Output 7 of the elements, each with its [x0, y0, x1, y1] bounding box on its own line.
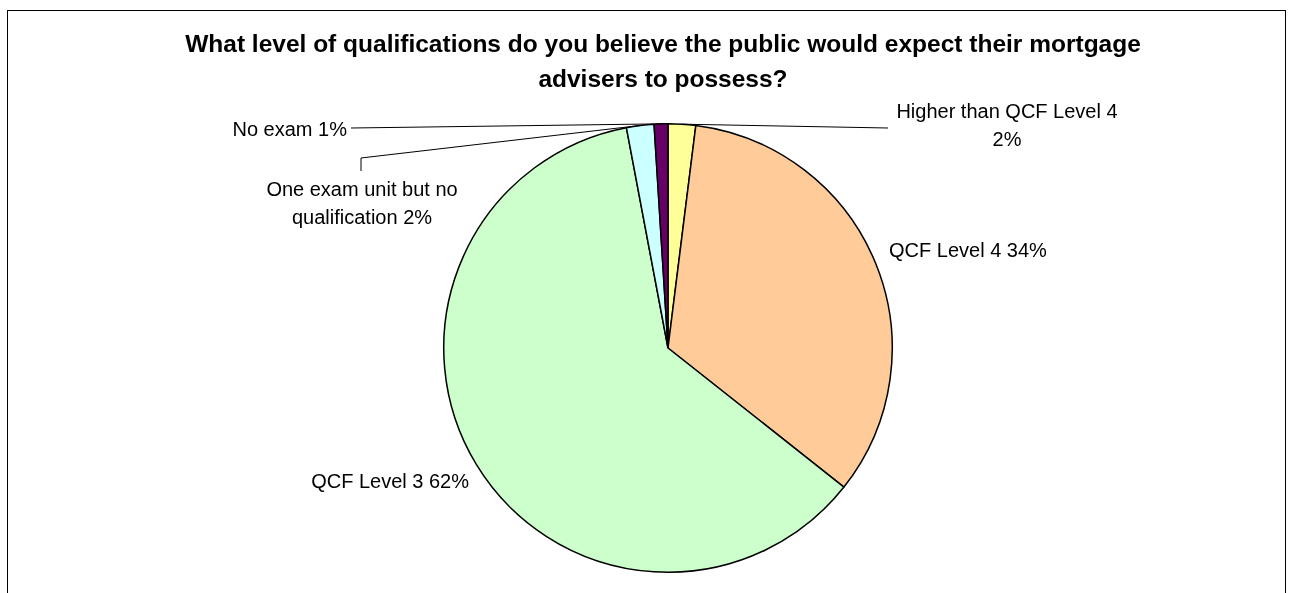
- chart-title: What level of qualifications do you believe the public would expect their mortgage advisers to possess?: [184, 29, 1142, 94]
- slice-label: QCF Level 4 34%: [889, 238, 1048, 261]
- slice-label: Higher than QCF Level 4: [896, 99, 1118, 122]
- data-label: 2%: [992, 127, 1022, 150]
- slice-label: QCF Level 3 62%: [311, 469, 470, 492]
- slice-label: One exam unit but no qualification 2%: [266, 177, 458, 228]
- slice-label: No exam 1%: [232, 117, 348, 140]
